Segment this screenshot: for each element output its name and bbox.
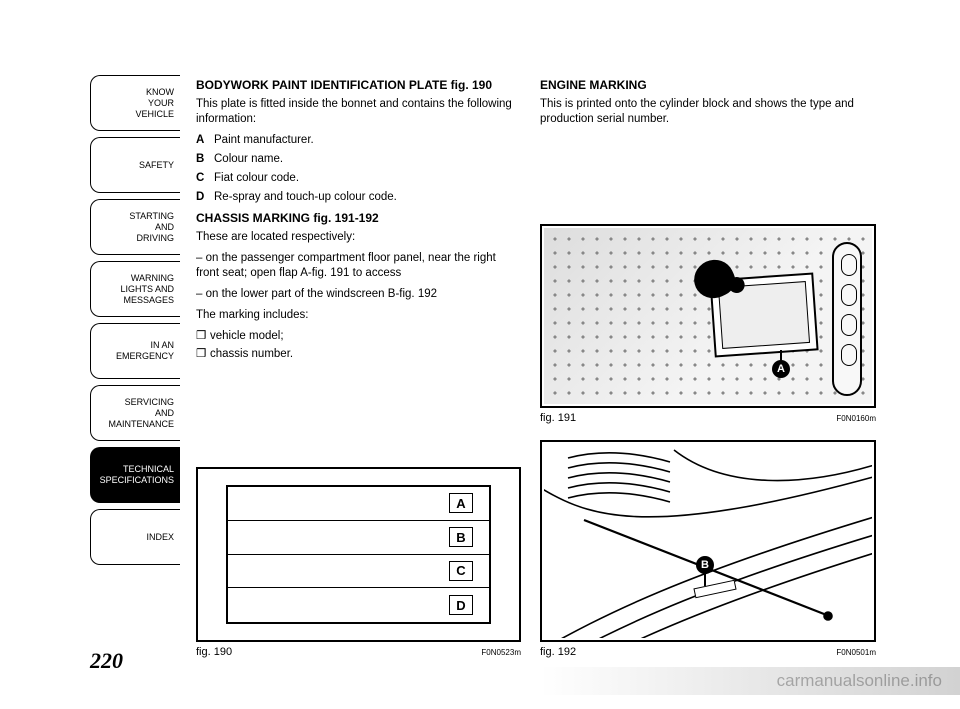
tab-safety[interactable]: SAFETY: [90, 137, 180, 193]
figure-192: B: [540, 440, 876, 642]
letter-row-c: C Fiat colour code.: [196, 171, 516, 186]
figure-191-code: F0N0160m: [816, 414, 876, 423]
marking-bullet-list: ❒ vehicle model; ❒ chassis number.: [196, 329, 516, 362]
plate-row: C: [228, 555, 489, 589]
tab-label: AND: [97, 222, 174, 233]
rail-slot-icon: [841, 254, 857, 276]
chassis-line-2: – on the lower part of the windscreen B-…: [196, 287, 516, 302]
tab-label: STARTING: [97, 211, 174, 222]
tab-label: VEHICLE: [97, 109, 174, 120]
plate-row-letter: C: [449, 561, 473, 581]
left-column: BODYWORK PAINT IDENTIFICATION PLATE fig.…: [196, 78, 516, 368]
tab-technical-specifications[interactable]: TECHNICAL SPECIFICATIONS: [90, 447, 180, 503]
windscreen-svg: [544, 444, 872, 638]
letter-text: Paint manufacturer.: [214, 133, 314, 148]
rail-slot-icon: [841, 344, 857, 366]
tab-label: DRIVING: [97, 233, 174, 244]
plate-row: B: [228, 521, 489, 555]
plate-row: D: [228, 588, 489, 622]
figure-192-code: F0N0501m: [816, 648, 876, 657]
tab-starting-and-driving[interactable]: STARTING AND DRIVING: [90, 199, 180, 255]
bullet-row: ❒ chassis number.: [196, 347, 516, 362]
tab-label: AND: [97, 408, 174, 419]
tab-label: SERVICING: [97, 397, 174, 408]
bullet-text: vehicle model;: [210, 329, 284, 344]
tab-label: IN AN: [97, 340, 174, 351]
letter-key: A: [196, 133, 214, 148]
tab-warning-lights-and-messages[interactable]: WARNING LIGHTS AND MESSAGES: [90, 261, 180, 317]
tab-label: SAFETY: [97, 160, 174, 171]
tab-know-your-vehicle[interactable]: KNOW YOUR VEHICLE: [90, 75, 180, 131]
tab-label: INDEX: [97, 532, 174, 543]
watermark: carmanualsonline.info: [540, 667, 960, 695]
seat-rail-icon: [832, 242, 862, 396]
chassis-line-1: – on the passenger compartment floor pan…: [196, 251, 516, 281]
plate-row-letter: B: [449, 527, 473, 547]
callout-marker-a: A: [772, 360, 790, 378]
tab-label: WARNING: [97, 273, 174, 284]
marking-intro: The marking includes:: [196, 308, 516, 323]
plate-row-letter: D: [449, 595, 473, 615]
figure-191-caption: fig. 191: [540, 412, 576, 424]
paint-plate-letter-list: A Paint manufacturer. B Colour name. C F…: [196, 133, 516, 205]
tab-label: SPECIFICATIONS: [97, 475, 174, 486]
plate-row: A: [228, 487, 489, 521]
figure-190: A B C D: [196, 467, 521, 642]
letter-text: Re-spray and touch-up colour code.: [214, 190, 397, 205]
tab-in-an-emergency[interactable]: IN AN EMERGENCY: [90, 323, 180, 379]
callout-line: [704, 572, 706, 586]
letter-text: Fiat colour code.: [214, 171, 299, 186]
tab-label: LIGHTS AND: [97, 284, 174, 295]
rail-slot-icon: [841, 284, 857, 306]
letter-key: D: [196, 190, 214, 205]
chassis-intro: These are located respectively:: [196, 230, 516, 245]
floor-flap-diagram: A: [544, 228, 872, 404]
square-bullet-icon: ❒: [196, 347, 210, 362]
tab-label: EMERGENCY: [97, 351, 174, 362]
page-number: 220: [90, 648, 123, 674]
figure-191: A: [540, 224, 876, 408]
letter-row-a: A Paint manufacturer.: [196, 133, 516, 148]
paint-plate-intro: This plate is fitted inside the bonnet a…: [196, 97, 516, 127]
letter-text: Colour name.: [214, 152, 283, 167]
tab-label: YOUR: [97, 98, 174, 109]
figure-190-code: F0N0523m: [456, 648, 521, 657]
bullet-row: ❒ vehicle model;: [196, 329, 516, 344]
engine-marking-text: This is printed onto the cylinder block …: [540, 97, 876, 127]
figure-192-caption: fig. 192: [540, 646, 576, 658]
paint-plate-diagram: A B C D: [226, 485, 491, 624]
letter-key: C: [196, 171, 214, 186]
square-bullet-icon: ❒: [196, 329, 210, 344]
letter-row-d: D Re-spray and touch-up colour code.: [196, 190, 516, 205]
letter-key: B: [196, 152, 214, 167]
tab-label: TECHNICAL: [97, 464, 174, 475]
rail-slot-icon: [841, 314, 857, 336]
tab-label: MESSAGES: [97, 295, 174, 306]
letter-row-b: B Colour name.: [196, 152, 516, 167]
tab-servicing-and-maintenance[interactable]: SERVICING AND MAINTENANCE: [90, 385, 180, 441]
tab-index[interactable]: INDEX: [90, 509, 180, 565]
section-title-chassis: CHASSIS MARKING fig. 191-192: [196, 211, 516, 226]
figure-190-caption: fig. 190: [196, 646, 232, 658]
windscreen-diagram: B: [544, 444, 872, 638]
plate-row-letter: A: [449, 493, 473, 513]
tab-label: KNOW: [97, 87, 174, 98]
manual-page: KNOW YOUR VEHICLE SAFETY STARTING AND DR…: [0, 0, 960, 709]
tab-label: MAINTENANCE: [97, 419, 174, 430]
sidebar-nav: KNOW YOUR VEHICLE SAFETY STARTING AND DR…: [90, 75, 180, 571]
section-title-paint-plate: BODYWORK PAINT IDENTIFICATION PLATE fig.…: [196, 78, 516, 93]
section-title-engine-marking: ENGINE MARKING: [540, 78, 876, 93]
bullet-text: chassis number.: [210, 347, 293, 362]
right-column: ENGINE MARKING This is printed onto the …: [540, 78, 876, 133]
